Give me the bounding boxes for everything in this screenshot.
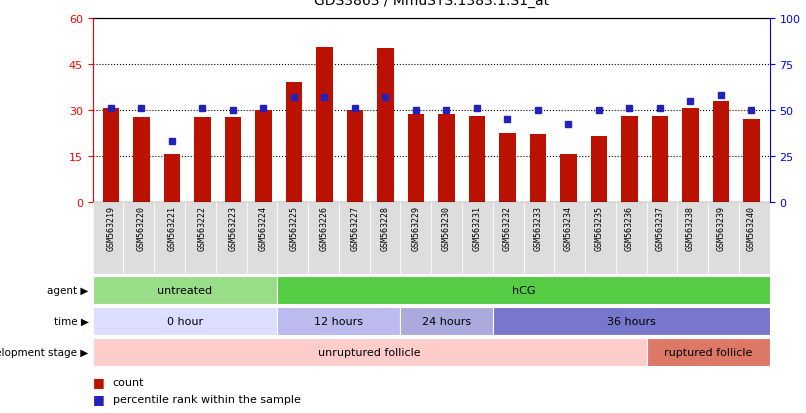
Bar bbox=[401, 307, 492, 335]
Bar bbox=[651, 116, 668, 202]
Text: ruptured follicle: ruptured follicle bbox=[664, 347, 752, 357]
Text: count: count bbox=[113, 377, 144, 387]
Bar bbox=[308, 202, 339, 275]
Bar bbox=[185, 202, 216, 275]
Bar bbox=[377, 49, 394, 202]
Text: GSM563235: GSM563235 bbox=[595, 205, 604, 250]
Text: GSM563225: GSM563225 bbox=[289, 205, 298, 250]
Bar bbox=[93, 202, 123, 275]
Text: agent ▶: agent ▶ bbox=[48, 285, 89, 295]
Text: GSM563220: GSM563220 bbox=[137, 205, 146, 250]
Bar bbox=[743, 120, 760, 202]
Bar bbox=[93, 276, 277, 304]
Text: ■: ■ bbox=[93, 392, 105, 405]
Bar bbox=[225, 118, 241, 202]
Bar bbox=[524, 202, 555, 275]
Text: GSM563226: GSM563226 bbox=[320, 205, 329, 250]
Text: GSM563219: GSM563219 bbox=[106, 205, 115, 250]
Bar bbox=[555, 202, 585, 275]
Bar bbox=[133, 118, 150, 202]
Text: GSM563233: GSM563233 bbox=[534, 205, 542, 250]
Bar bbox=[560, 155, 577, 202]
Text: unruptured follicle: unruptured follicle bbox=[318, 347, 421, 357]
Bar bbox=[277, 307, 401, 335]
Bar bbox=[102, 109, 119, 202]
Bar bbox=[499, 133, 516, 202]
Text: GSM563232: GSM563232 bbox=[503, 205, 512, 250]
Bar bbox=[431, 202, 462, 275]
Text: GSM563229: GSM563229 bbox=[411, 205, 421, 250]
Bar bbox=[462, 202, 492, 275]
Text: GSM563231: GSM563231 bbox=[472, 205, 481, 250]
Bar bbox=[646, 202, 677, 275]
Text: GSM563224: GSM563224 bbox=[259, 205, 268, 250]
Text: GSM563237: GSM563237 bbox=[655, 205, 664, 250]
Bar bbox=[708, 202, 739, 275]
Text: untreated: untreated bbox=[157, 285, 213, 295]
Text: development stage ▶: development stage ▶ bbox=[0, 347, 89, 357]
Text: 36 hours: 36 hours bbox=[607, 316, 656, 326]
Text: 24 hours: 24 hours bbox=[422, 316, 472, 326]
Bar bbox=[339, 202, 370, 275]
Bar bbox=[646, 338, 770, 366]
Bar bbox=[285, 83, 302, 202]
Text: GSM563240: GSM563240 bbox=[747, 205, 756, 250]
Bar bbox=[164, 155, 181, 202]
Bar bbox=[216, 202, 247, 275]
Bar bbox=[530, 135, 546, 202]
Text: time ▶: time ▶ bbox=[54, 316, 89, 326]
Text: GSM563238: GSM563238 bbox=[686, 205, 695, 250]
Bar bbox=[408, 115, 424, 202]
Bar bbox=[438, 115, 455, 202]
Text: GSM563227: GSM563227 bbox=[351, 205, 359, 250]
Text: GSM563221: GSM563221 bbox=[168, 205, 177, 250]
Text: GSM563239: GSM563239 bbox=[717, 205, 725, 250]
Bar bbox=[677, 202, 708, 275]
Bar bbox=[123, 202, 154, 275]
Text: GSM563234: GSM563234 bbox=[564, 205, 573, 250]
Bar bbox=[370, 202, 401, 275]
Text: GSM563223: GSM563223 bbox=[228, 205, 238, 250]
Bar bbox=[194, 118, 211, 202]
Bar bbox=[492, 307, 770, 335]
Text: GSM563228: GSM563228 bbox=[381, 205, 390, 250]
Bar bbox=[492, 202, 524, 275]
Bar bbox=[93, 307, 277, 335]
Text: GDS3863 / MmuSTS.1383.1.S1_at: GDS3863 / MmuSTS.1383.1.S1_at bbox=[314, 0, 549, 8]
Bar bbox=[277, 276, 770, 304]
Bar bbox=[713, 101, 729, 202]
Bar bbox=[585, 202, 616, 275]
Bar bbox=[93, 338, 646, 366]
Bar bbox=[616, 202, 646, 275]
Bar bbox=[154, 202, 185, 275]
Text: GSM563236: GSM563236 bbox=[625, 205, 634, 250]
Bar bbox=[621, 116, 638, 202]
Bar bbox=[277, 202, 308, 275]
Bar bbox=[247, 202, 277, 275]
Bar bbox=[255, 110, 272, 202]
Text: 12 hours: 12 hours bbox=[314, 316, 364, 326]
Text: 0 hour: 0 hour bbox=[167, 316, 203, 326]
Text: GSM563222: GSM563222 bbox=[198, 205, 207, 250]
Text: GSM563230: GSM563230 bbox=[442, 205, 451, 250]
Bar bbox=[468, 116, 485, 202]
Bar bbox=[682, 109, 699, 202]
Bar bbox=[591, 137, 608, 202]
Bar bbox=[316, 47, 333, 202]
Bar bbox=[347, 110, 364, 202]
Bar bbox=[401, 202, 431, 275]
Bar bbox=[739, 202, 770, 275]
Text: percentile rank within the sample: percentile rank within the sample bbox=[113, 394, 301, 404]
Text: hCG: hCG bbox=[512, 285, 535, 295]
Text: ■: ■ bbox=[93, 375, 105, 389]
